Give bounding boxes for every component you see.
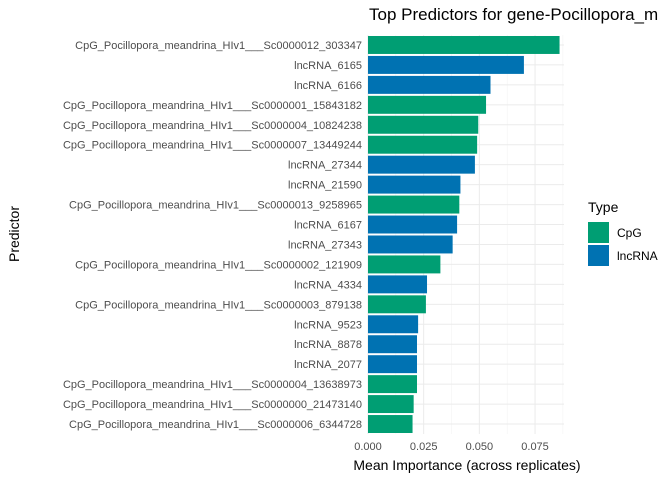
y-tick-label: lncRNA_8878 (294, 339, 362, 351)
y-tick-label: CpG_Pocillopora_meandrina_HIv1___Sc00000… (63, 120, 362, 132)
bar (368, 355, 417, 374)
y-tick-label: CpG_Pocillopora_meandrina_HIv1___Sc00000… (63, 379, 362, 391)
y-tick-label: CpG_Pocillopora_meandrina_HIv1___Sc00000… (63, 140, 362, 152)
bars (368, 35, 560, 434)
bar (368, 335, 417, 354)
y-tick-label: lncRNA_21590 (288, 180, 362, 192)
y-tick-label: CpG_Pocillopora_meandrina_HIv1___Sc00000… (69, 419, 362, 431)
bar (368, 415, 413, 434)
x-tick-labels: 0.000 0.025 0.050 0.075 (354, 441, 549, 453)
x-axis-title: Mean Importance (across replicates) (353, 457, 580, 473)
y-tick-label: CpG_Pocillopora_meandrina_HIv1___Sc00000… (63, 399, 362, 411)
bar (368, 275, 428, 294)
y-tick-label: lncRNA_6165 (294, 60, 362, 72)
bar (368, 395, 414, 414)
x-tick-label: 0.050 (466, 441, 494, 453)
y-tick-label: CpG_Pocillopora_meandrina_HIv1___Sc00000… (75, 259, 362, 271)
bar (368, 55, 524, 74)
legend-swatch (588, 222, 609, 243)
bar (368, 155, 475, 174)
bar (368, 135, 478, 154)
bar (368, 295, 426, 314)
y-axis-title: Predictor (6, 206, 22, 262)
y-tick-label: CpG_Pocillopora_meandrina_HIv1___Sc00000… (75, 40, 362, 52)
y-tick-label: lncRNA_2077 (294, 359, 362, 371)
y-tick-label: CpG_Pocillopora_meandrina_HIv1___Sc00000… (69, 200, 362, 212)
legend-label: CpG (617, 226, 642, 240)
y-tick-label: lncRNA_6167 (294, 220, 362, 232)
bar (368, 175, 461, 194)
bar (368, 75, 491, 94)
legend-title: Type (588, 199, 619, 215)
y-tick-label: lncRNA_4334 (294, 279, 362, 291)
bar (368, 95, 487, 114)
legend: Type CpG lncRNA (588, 199, 658, 266)
bar (368, 255, 441, 274)
bar (368, 315, 419, 334)
x-tick-label: 0.075 (521, 441, 549, 453)
legend-label: lncRNA (617, 249, 658, 263)
bar (368, 215, 458, 234)
bar (368, 35, 560, 54)
bar (368, 195, 460, 214)
x-tick-label: 0.000 (354, 441, 382, 453)
y-tick-labels: CpG_Pocillopora_meandrina_HIv1___Sc00000… (63, 40, 362, 431)
y-tick-label: lncRNA_9523 (294, 319, 362, 331)
y-tick-label: lncRNA_27343 (288, 239, 362, 251)
y-tick-label: lncRNA_6166 (294, 80, 362, 92)
legend-swatch (588, 245, 609, 266)
y-tick-label: CpG_Pocillopora_meandrina_HIv1___Sc00000… (63, 100, 362, 112)
bar (368, 235, 453, 254)
chart-title: Top Predictors for gene-Pocillopora_m (369, 5, 658, 24)
y-tick-label: CpG_Pocillopora_meandrina_HIv1___Sc00000… (75, 299, 362, 311)
y-tick-label: lncRNA_27344 (288, 160, 362, 172)
bar (368, 375, 417, 394)
bar (368, 115, 479, 134)
x-tick-label: 0.025 (410, 441, 438, 453)
grid (367, 35, 564, 434)
